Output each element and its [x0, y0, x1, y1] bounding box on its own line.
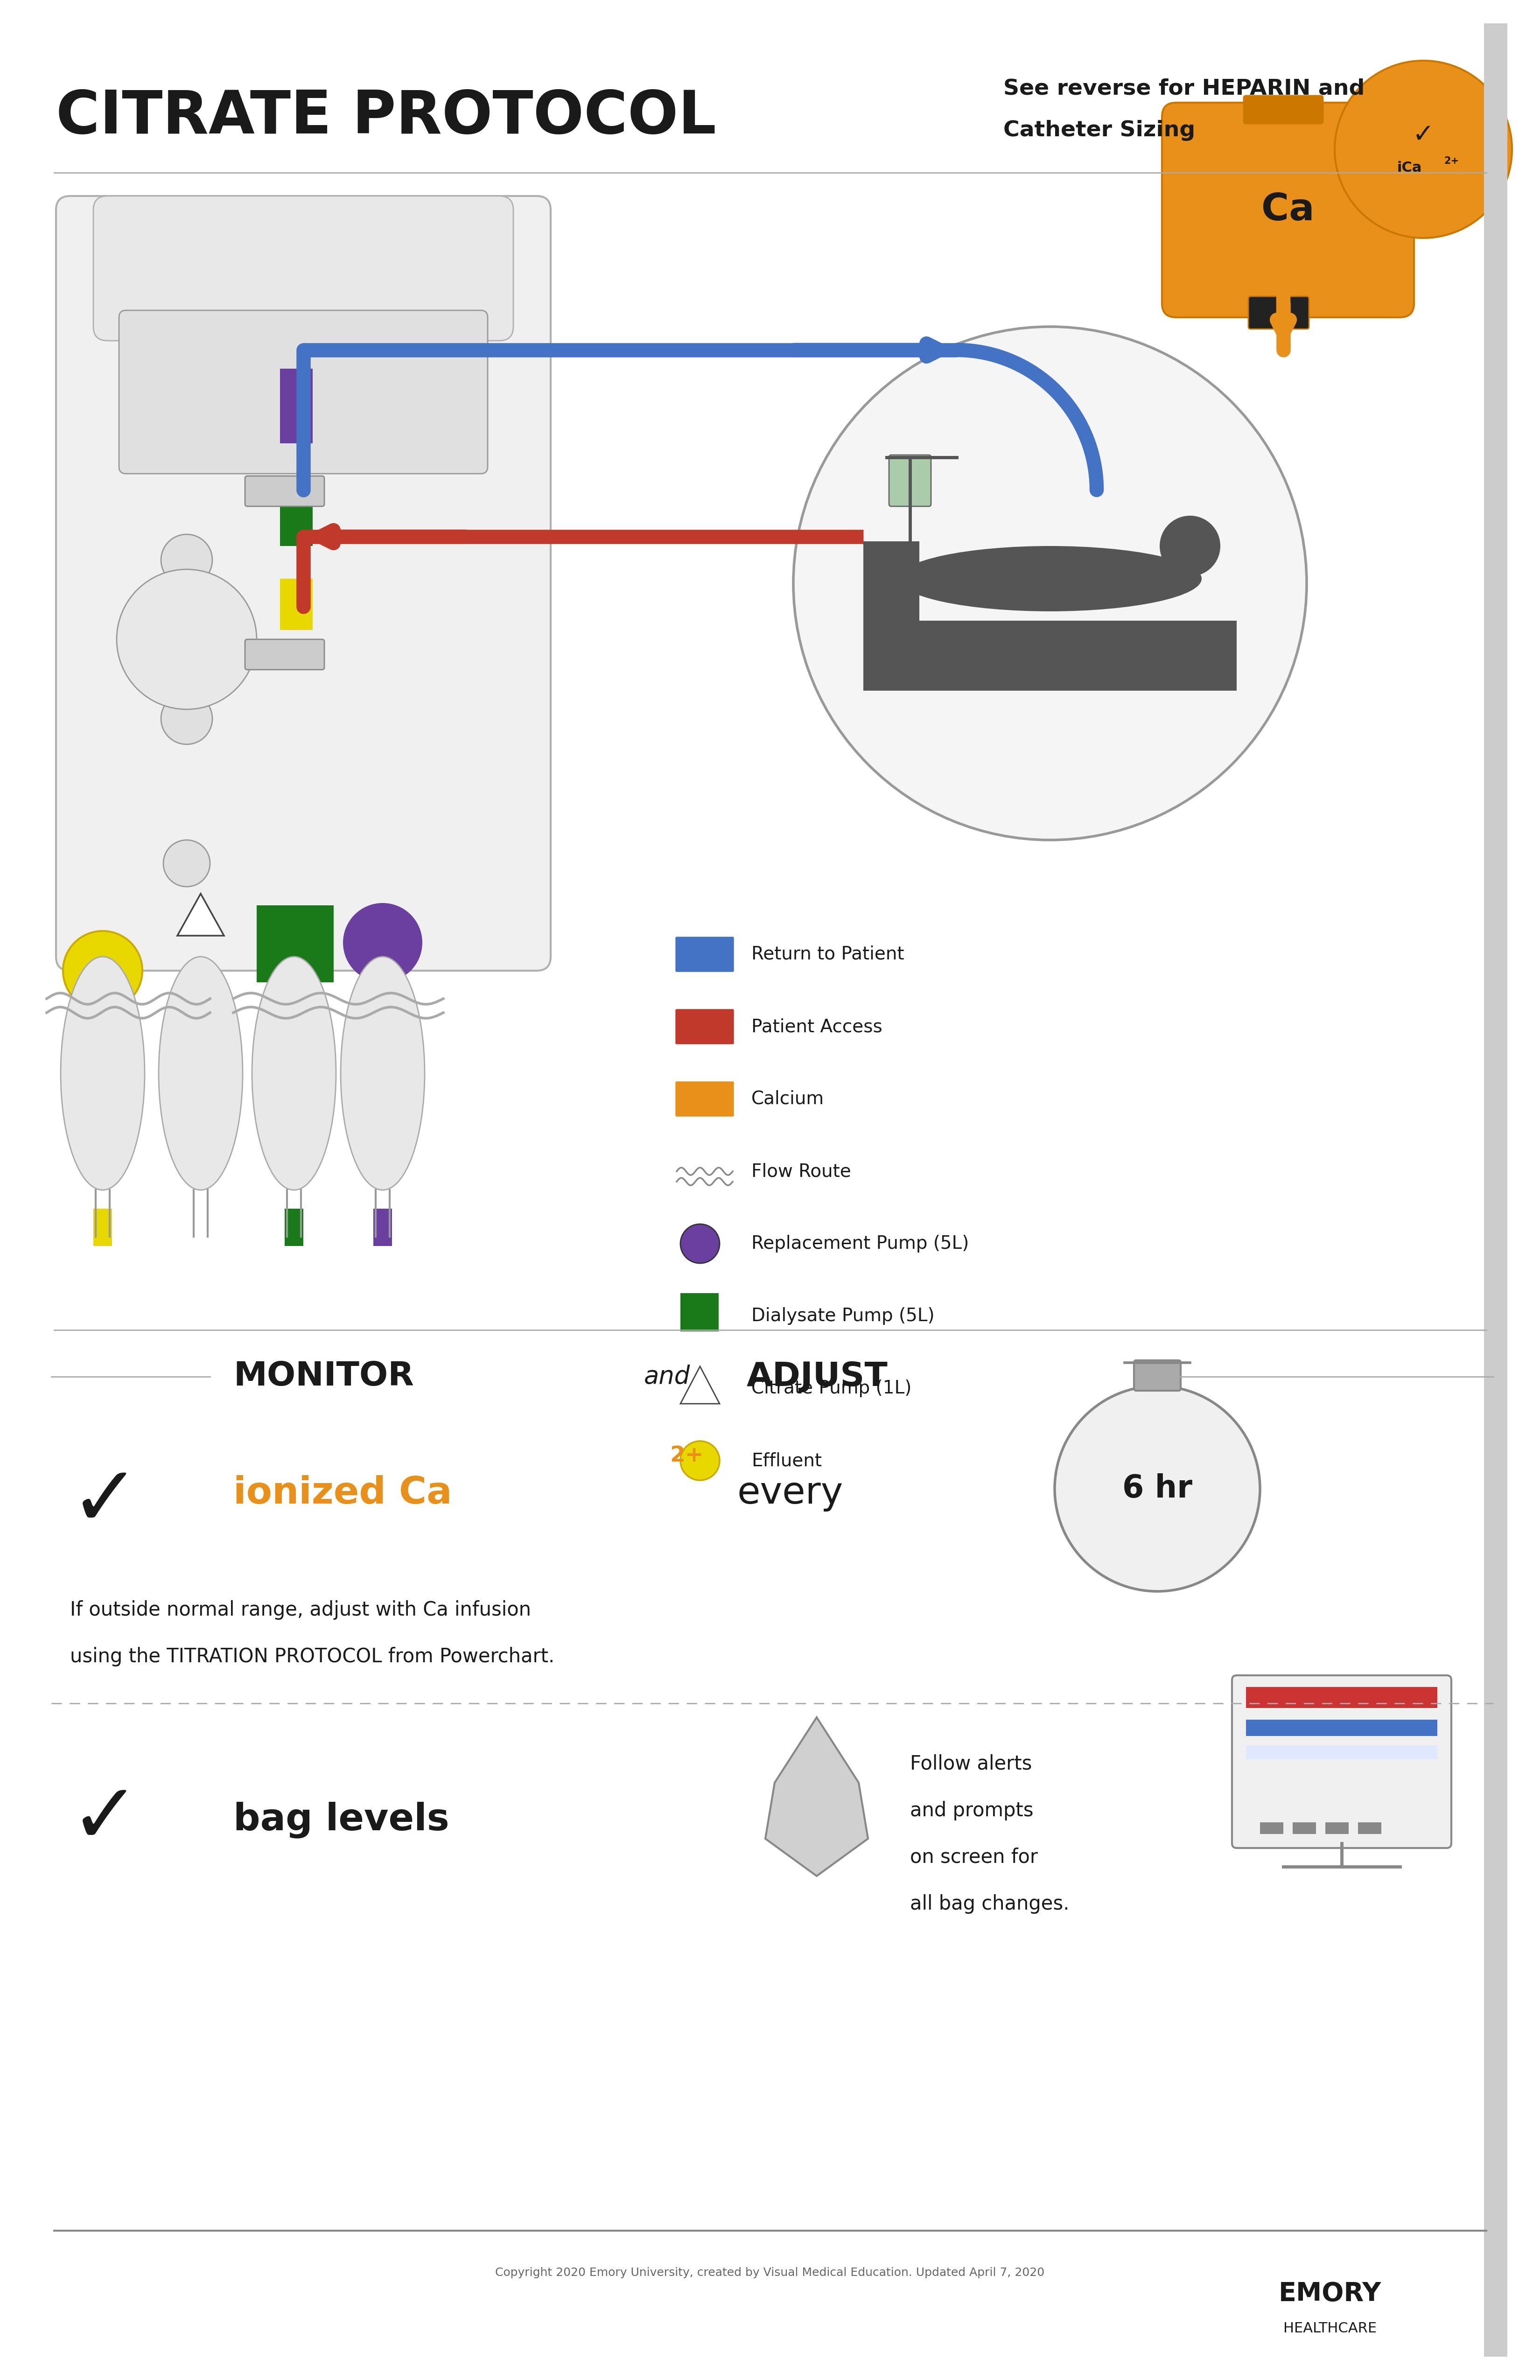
Bar — [1485, 24, 1508, 2356]
Circle shape — [1160, 516, 1220, 576]
Text: all bag changes.: all bag changes. — [910, 1894, 1069, 1914]
Text: Ca: Ca — [1261, 193, 1315, 228]
Bar — [1246, 1721, 1437, 1735]
Text: EMORY: EMORY — [1278, 2280, 1381, 2306]
Ellipse shape — [159, 957, 243, 1190]
FancyBboxPatch shape — [245, 476, 325, 507]
Text: MONITOR: MONITOR — [234, 1361, 414, 1392]
Text: every: every — [738, 1476, 844, 1511]
Circle shape — [1335, 60, 1512, 238]
Text: using the TITRATION PROTOCOL from Powerchart.: using the TITRATION PROTOCOL from Powerc… — [69, 1647, 554, 1666]
FancyBboxPatch shape — [1133, 1361, 1181, 1390]
Circle shape — [162, 536, 213, 585]
Ellipse shape — [898, 545, 1201, 612]
Text: Return to Patient: Return to Patient — [752, 945, 904, 964]
Text: ionized Ca: ionized Ca — [234, 1476, 453, 1511]
Bar — [1246, 1687, 1437, 1709]
Text: ✓: ✓ — [69, 1778, 140, 1861]
Bar — [681, 1292, 719, 1330]
FancyBboxPatch shape — [1249, 298, 1309, 328]
FancyBboxPatch shape — [676, 1083, 733, 1116]
Text: 6 hr: 6 hr — [1123, 1473, 1192, 1504]
Bar — [280, 481, 313, 545]
Circle shape — [681, 1223, 719, 1264]
Circle shape — [793, 326, 1306, 840]
Bar — [1358, 1823, 1381, 1835]
FancyBboxPatch shape — [55, 195, 551, 971]
Text: CITRATE PROTOCOL: CITRATE PROTOCOL — [55, 88, 716, 145]
Polygon shape — [177, 892, 223, 935]
Text: and: and — [644, 1364, 690, 1390]
Circle shape — [117, 569, 257, 709]
Text: and prompts: and prompts — [910, 1802, 1033, 1821]
Bar — [373, 1209, 393, 1247]
Text: Calcium: Calcium — [752, 1090, 824, 1107]
Ellipse shape — [253, 957, 336, 1190]
Circle shape — [1055, 1385, 1260, 1592]
Ellipse shape — [340, 957, 425, 1190]
FancyBboxPatch shape — [1244, 95, 1323, 124]
Text: Flow Route: Flow Route — [752, 1161, 852, 1180]
FancyBboxPatch shape — [245, 640, 325, 669]
Text: If outside normal range, adjust with Ca infusion: If outside normal range, adjust with Ca … — [69, 1599, 531, 1621]
Circle shape — [162, 614, 213, 664]
Text: Replacement Pump (5L): Replacement Pump (5L) — [752, 1235, 969, 1252]
Bar — [1292, 1823, 1317, 1835]
Text: iCa: iCa — [1397, 162, 1421, 174]
Bar — [280, 369, 313, 443]
Text: Copyright 2020 Emory University, created by Visual Medical Education. Updated Ap: Copyright 2020 Emory University, created… — [496, 2268, 1044, 2278]
Text: on screen for: on screen for — [910, 1847, 1038, 1868]
Polygon shape — [765, 1718, 869, 1875]
Bar — [94, 1209, 112, 1247]
Text: Follow alerts: Follow alerts — [910, 1754, 1032, 1773]
Text: ✓: ✓ — [1412, 124, 1434, 148]
Text: Catheter Sizing: Catheter Sizing — [1004, 119, 1195, 140]
Text: Citrate Pump (1L): Citrate Pump (1L) — [752, 1380, 912, 1397]
FancyBboxPatch shape — [119, 309, 488, 474]
Bar — [864, 621, 1237, 690]
Bar — [864, 540, 919, 690]
Text: HEALTHCARE: HEALTHCARE — [1283, 2323, 1377, 2335]
FancyBboxPatch shape — [1232, 1676, 1451, 1847]
FancyBboxPatch shape — [94, 195, 513, 340]
Bar — [285, 1209, 303, 1247]
Text: ✓: ✓ — [69, 1461, 140, 1545]
Text: Dialysate Pump (5L): Dialysate Pump (5L) — [752, 1307, 935, 1326]
Text: 2+: 2+ — [1445, 157, 1458, 167]
Circle shape — [681, 1440, 719, 1480]
Circle shape — [63, 931, 142, 1012]
Circle shape — [162, 693, 213, 745]
Bar — [1246, 1745, 1437, 1759]
Text: Patient Access: Patient Access — [752, 1019, 882, 1035]
Bar — [257, 904, 334, 983]
Bar — [1326, 1823, 1349, 1835]
Text: bag levels: bag levels — [234, 1802, 450, 1837]
FancyBboxPatch shape — [889, 455, 932, 507]
FancyBboxPatch shape — [1163, 102, 1414, 317]
Polygon shape — [681, 1366, 719, 1404]
Bar — [1260, 1823, 1283, 1835]
Circle shape — [163, 840, 209, 888]
Text: See reverse for HEPARIN and: See reverse for HEPARIN and — [1004, 79, 1364, 100]
Text: 2+: 2+ — [670, 1445, 704, 1466]
Text: Effluent: Effluent — [752, 1452, 822, 1468]
Circle shape — [343, 902, 422, 983]
FancyBboxPatch shape — [676, 938, 733, 971]
FancyBboxPatch shape — [676, 1009, 733, 1045]
Bar — [280, 578, 313, 631]
Ellipse shape — [60, 957, 145, 1190]
Text: ADJUST: ADJUST — [747, 1361, 889, 1392]
